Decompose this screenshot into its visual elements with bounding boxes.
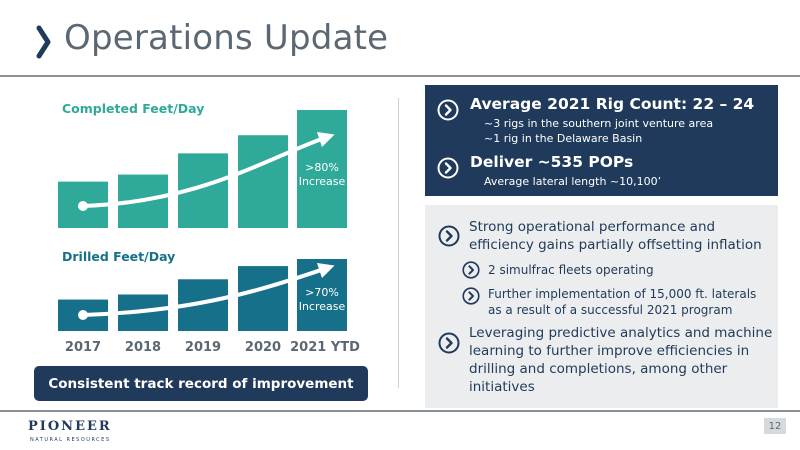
highlights-box — [425, 85, 778, 196]
bar-2020 — [238, 135, 288, 228]
bullet-line: Strong operational performance and — [469, 219, 716, 235]
pops-heading: Deliver ~535 POPs — [470, 153, 634, 171]
drilled-increase-callout: >70% Increase — [296, 286, 348, 314]
completed-increase-label: Increase — [298, 175, 346, 188]
drilled-bars — [58, 259, 347, 331]
bullet-line: learning to further improve efficiencies… — [469, 343, 750, 359]
company-logo: PIONEER — [28, 419, 112, 434]
completed-chart-title: Completed Feet/Day — [62, 101, 205, 116]
rig-detail-line: ~1 rig in the Delaware Basin — [484, 132, 643, 145]
bullet-line: efficiency gains partially offsetting in… — [469, 237, 762, 253]
sub-bullet-line: as a result of a successful 2021 program — [488, 303, 733, 317]
year-label: 2020 — [244, 340, 282, 355]
chevron-circle-icon — [438, 225, 460, 247]
panel-divider — [398, 98, 399, 388]
completed-increase-callout: >80% Increase — [296, 161, 348, 189]
title-chevron-icon — [36, 25, 51, 59]
summary-banner: Consistent track record of improvement — [34, 366, 368, 401]
drilled-increase-label: Increase — [298, 300, 346, 313]
trend-start-dot — [78, 201, 88, 211]
bullet-line: drilling and completions, among other — [469, 361, 728, 377]
chevron-circle-icon — [437, 99, 459, 121]
chevron-circle-icon — [437, 157, 459, 179]
chevron-circle-icon — [462, 287, 480, 305]
bullet-line: Leveraging predictive analytics and mach… — [469, 325, 773, 341]
chevron-circle-icon — [462, 261, 480, 279]
bar-charts — [58, 110, 347, 331]
drilled-chart-title: Drilled Feet/Day — [62, 249, 176, 264]
bullets-box — [425, 205, 778, 408]
page-title: Operations Update — [64, 18, 389, 58]
rig-count-heading: Average 2021 Rig Count: 22 – 24 — [470, 95, 755, 113]
pops-detail-line: Average lateral length ~10,100’ — [484, 175, 662, 188]
rig-detail-line: ~3 rigs in the southern joint venture ar… — [484, 117, 714, 130]
sub-bullet-line: 2 simulfrac fleets operating — [488, 263, 654, 277]
year-label: 2021 YTD — [290, 340, 360, 355]
drilled-increase-value: >70% — [305, 286, 339, 299]
title-divider — [0, 75, 800, 77]
trend-arrow — [81, 131, 335, 208]
year-label: 2017 — [64, 340, 102, 355]
bar-2021-ytd — [297, 110, 347, 228]
sub-bullet-line: Further implementation of 15,000 ft. lat… — [488, 287, 757, 301]
page-number: 12 — [764, 418, 786, 434]
year-label: 2018 — [124, 340, 162, 355]
company-logo-tagline: NATURAL RESOURCES — [30, 437, 111, 443]
footer-divider — [0, 410, 800, 412]
bar-2020 — [238, 266, 288, 331]
trend-arrow — [81, 262, 335, 317]
chevron-circle-icon — [438, 332, 460, 354]
trend-start-dot — [78, 310, 88, 320]
completed-bars — [58, 110, 347, 228]
summary-text: Consistent track record of improvement — [48, 375, 354, 392]
year-label: 2019 — [184, 340, 222, 355]
bullet-line: initiatives — [469, 379, 535, 395]
completed-increase-value: >80% — [305, 161, 339, 174]
